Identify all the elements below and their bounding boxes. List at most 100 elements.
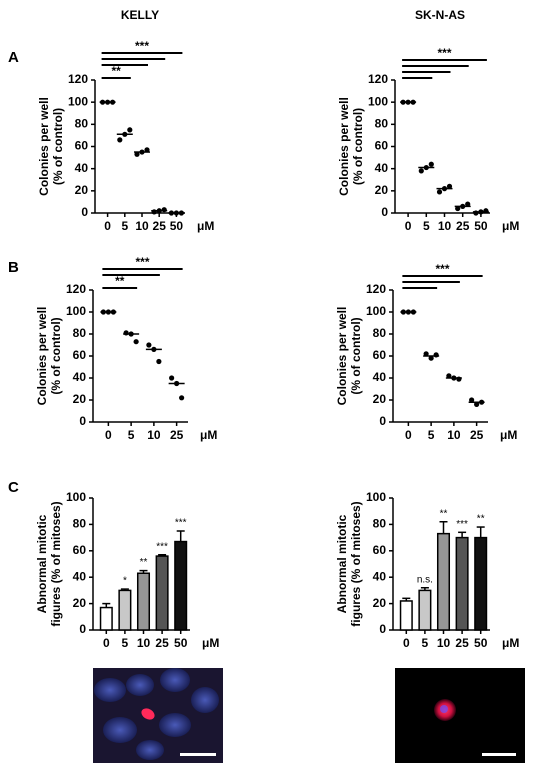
y-axis-label: figures (% of mitoses)	[49, 501, 63, 626]
x-unit: μM	[202, 636, 219, 650]
data-point	[169, 375, 175, 381]
x-tick-label: 0	[405, 428, 412, 442]
data-point	[146, 342, 152, 348]
y-tick-label: 40	[73, 370, 87, 384]
y-tick-label: 40	[373, 569, 387, 583]
significance-label: **	[115, 274, 125, 288]
data-point	[446, 373, 452, 379]
y-tick-label: 40	[373, 370, 387, 384]
x-tick-label: 25	[470, 428, 484, 442]
data-point	[436, 189, 443, 195]
x-tick-label: 25	[170, 428, 184, 442]
y-axis-label: (% of control)	[49, 317, 63, 394]
data-point	[469, 397, 475, 403]
y-tick-label: 40	[75, 161, 89, 175]
y-tick-label: 60	[73, 348, 87, 362]
x-tick-label: 10	[447, 428, 461, 442]
y-tick-label: 120	[366, 282, 386, 296]
x-tick-label: 10	[437, 636, 451, 650]
y-axis-label: Colonies per well	[35, 307, 49, 406]
x-tick-label: 5	[423, 219, 430, 233]
x-unit: μM	[500, 428, 517, 442]
y-tick-label: 80	[373, 326, 387, 340]
significance-label: **	[112, 64, 122, 78]
data-point	[117, 137, 123, 143]
y-tick-label: 20	[73, 392, 87, 406]
x-tick-label: 0	[103, 636, 110, 650]
significance-label: ***	[135, 39, 149, 53]
y-tick-label: 0	[81, 205, 88, 219]
x-tick-label: 0	[105, 428, 112, 442]
data-point	[133, 339, 139, 345]
y-tick-label: 100	[368, 94, 388, 108]
y-axis-label: (% of control)	[349, 317, 363, 394]
bar	[436, 532, 451, 631]
x-tick-label: 50	[170, 219, 184, 233]
panel-label: C	[8, 479, 19, 496]
y-tick-label: 120	[68, 72, 88, 86]
y-tick-label: 20	[373, 596, 387, 610]
y-tick-label: 40	[73, 569, 87, 583]
y-tick-label: 80	[75, 117, 89, 131]
x-tick-label: 10	[137, 636, 151, 650]
y-axis-label: (% of control)	[351, 108, 365, 185]
y-tick-label: 60	[373, 348, 387, 362]
y-tick-label: 0	[379, 414, 386, 428]
y-tick-label: 20	[373, 392, 387, 406]
data-point	[127, 127, 133, 133]
x-tick-label: 5	[122, 636, 129, 650]
data-point	[179, 395, 185, 401]
x-tick-label: 10	[135, 219, 149, 233]
y-axis-label: Colonies per well	[337, 97, 351, 196]
bar	[474, 536, 488, 631]
significance-label: ***	[437, 46, 451, 60]
bar	[174, 540, 188, 631]
data-point	[446, 183, 453, 189]
y-tick-label: 0	[379, 622, 386, 636]
x-tick-label: 0	[104, 219, 111, 233]
y-axis-label: Abnormal mitotic	[35, 514, 49, 613]
data-point	[156, 358, 162, 365]
y-tick-label: 80	[375, 117, 389, 131]
y-tick-label: 60	[373, 543, 387, 557]
y-tick-label: 100	[366, 304, 386, 318]
bar	[155, 555, 169, 631]
y-tick-label: 80	[73, 517, 87, 531]
y-tick-label: 60	[73, 543, 87, 557]
x-tick-label: 25	[455, 636, 469, 650]
data-point	[134, 151, 140, 157]
y-tick-label: 60	[375, 139, 389, 153]
bar	[455, 536, 469, 631]
x-tick-label: 10	[147, 428, 161, 442]
significance-label: ***	[135, 255, 149, 269]
bar	[399, 600, 413, 631]
y-tick-label: 100	[366, 490, 386, 504]
y-tick-label: 120	[66, 282, 86, 296]
x-tick-label: 0	[403, 636, 410, 650]
micrograph	[93, 668, 223, 763]
y-tick-label: 40	[375, 161, 389, 175]
x-unit: μM	[502, 219, 519, 233]
y-tick-label: 80	[373, 517, 387, 531]
x-unit: μM	[197, 219, 214, 233]
data-point	[418, 168, 424, 174]
significance-label: ***	[435, 262, 449, 276]
data-point	[428, 355, 434, 361]
x-tick-label: 25	[155, 636, 169, 650]
x-tick-label: 10	[438, 219, 452, 233]
y-axis-label: Colonies per well	[37, 97, 51, 196]
y-tick-label: 100	[66, 304, 86, 318]
data-point	[465, 201, 471, 207]
panel-label: A	[8, 49, 19, 66]
y-tick-label: 0	[381, 205, 388, 219]
y-tick-label: 0	[79, 414, 86, 428]
x-tick-label: 0	[405, 219, 412, 233]
data-point	[144, 147, 150, 153]
y-tick-label: 80	[73, 326, 87, 340]
value-label: **	[140, 557, 148, 568]
value-label: n.s.	[417, 574, 433, 585]
x-tick-label: 50	[474, 219, 488, 233]
value-label: ***	[175, 518, 187, 529]
y-tick-label: 20	[73, 596, 87, 610]
